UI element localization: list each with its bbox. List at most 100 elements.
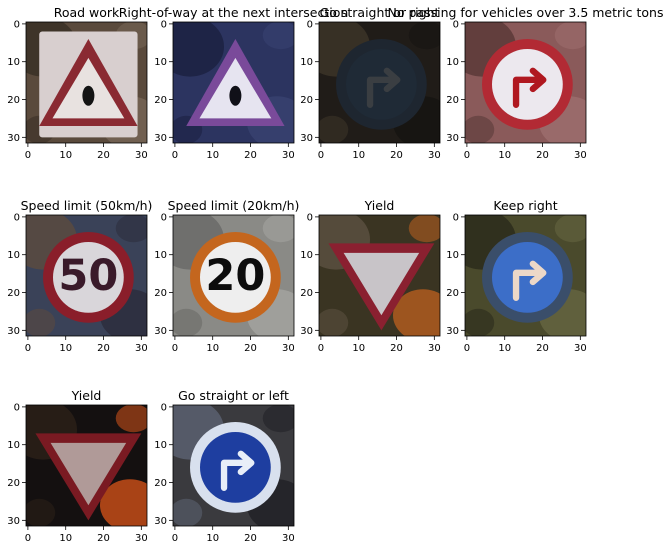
y-tick-label: 10 <box>446 250 459 261</box>
sign-face <box>343 252 420 316</box>
axes-frame <box>318 214 441 337</box>
sign-image <box>319 22 440 143</box>
panel-title: No passing for vehicles over 3.5 metric … <box>388 5 664 20</box>
y-tick-label: 0 <box>161 212 167 223</box>
x-tick-label: 20 <box>97 150 110 161</box>
y-tick-label: 0 <box>161 19 167 30</box>
panel-5: Speed limit (50km/h) 50 0 10 20 30 0 10 20 30 <box>7 198 153 354</box>
x-tick-label: 20 <box>390 343 403 354</box>
x-tick-label: 0 <box>318 150 324 161</box>
panel-title: Keep right <box>493 198 557 213</box>
axes-frame <box>25 21 148 144</box>
panel-3: Go straight or right 0 10 20 30 0 10 20 30 <box>300 5 441 161</box>
x-tick-label: 30 <box>428 150 441 161</box>
x-tick-label: 20 <box>244 533 257 544</box>
arrow-icon <box>220 450 255 491</box>
x-tick-label: 20 <box>536 150 549 161</box>
panel-title: Road work <box>54 5 120 20</box>
sign-symbol <box>229 85 242 106</box>
axes-frame <box>464 21 587 144</box>
sign-numeral: 50 <box>58 251 118 301</box>
panel-title: Speed limit (50km/h) <box>21 198 153 213</box>
x-tick-label: 10 <box>206 343 219 354</box>
x-tick-label: 10 <box>352 150 365 161</box>
y-tick-label: 20 <box>154 95 167 106</box>
y-tick-label: 0 <box>161 402 167 413</box>
panel-4: No passing for vehicles over 3.5 metric … <box>388 5 664 161</box>
arrow-icon <box>366 67 401 108</box>
x-tick-label: 30 <box>135 150 148 161</box>
y-tick-label: 10 <box>154 250 167 261</box>
sign-image: 50 <box>26 215 147 336</box>
panel-title: Speed limit (20km/h) <box>168 198 300 213</box>
x-tick-label: 30 <box>135 343 148 354</box>
y-tick-label: 0 <box>307 19 313 30</box>
sign-image <box>173 22 294 143</box>
sign-face <box>50 442 127 506</box>
x-tick-label: 20 <box>97 343 110 354</box>
x-tick-label: 30 <box>282 533 295 544</box>
x-tick-label: 0 <box>464 343 470 354</box>
sign-face <box>491 241 563 313</box>
x-tick-label: 30 <box>282 150 295 161</box>
y-tick-label: 30 <box>300 133 313 144</box>
panel-title: Yield <box>71 388 102 403</box>
y-tick-label: 10 <box>300 57 313 68</box>
panel-7: Yield 0 10 20 30 0 10 20 30 <box>300 198 441 354</box>
sign-image <box>173 405 294 526</box>
x-tick-label: 10 <box>59 533 72 544</box>
x-tick-label: 0 <box>25 150 31 161</box>
x-tick-label: 30 <box>135 533 148 544</box>
y-tick-label: 0 <box>453 212 459 223</box>
sign-face <box>199 241 271 313</box>
panel-title: Go straight or left <box>178 388 289 403</box>
y-tick-label: 20 <box>7 95 20 106</box>
x-tick-label: 20 <box>244 150 257 161</box>
y-tick-label: 30 <box>7 516 20 527</box>
y-tick-label: 10 <box>7 250 20 261</box>
y-tick-label: 0 <box>307 212 313 223</box>
y-tick-label: 10 <box>154 57 167 68</box>
y-tick-label: 10 <box>300 250 313 261</box>
axes-frame <box>172 21 295 144</box>
y-tick-label: 20 <box>7 478 20 489</box>
y-tick-label: 20 <box>446 288 459 299</box>
x-tick-label: 20 <box>536 343 549 354</box>
y-tick-label: 20 <box>300 95 313 106</box>
x-tick-label: 10 <box>59 150 72 161</box>
y-tick-label: 10 <box>7 440 20 451</box>
y-tick-label: 20 <box>7 288 20 299</box>
x-tick-label: 0 <box>464 150 470 161</box>
x-tick-label: 30 <box>428 343 441 354</box>
y-tick-label: 20 <box>446 95 459 106</box>
y-tick-label: 0 <box>14 402 20 413</box>
sign-image <box>465 215 586 336</box>
y-tick-label: 0 <box>14 212 20 223</box>
x-tick-label: 0 <box>318 343 324 354</box>
y-tick-label: 10 <box>446 57 459 68</box>
sign-symbol <box>82 85 95 106</box>
y-tick-label: 30 <box>446 326 459 337</box>
axes-frame <box>25 214 148 337</box>
x-tick-label: 20 <box>97 533 110 544</box>
y-tick-label: 0 <box>453 19 459 30</box>
x-tick-label: 30 <box>574 150 587 161</box>
y-tick-label: 30 <box>7 133 20 144</box>
x-tick-label: 10 <box>498 343 511 354</box>
y-tick-label: 20 <box>154 478 167 489</box>
arrow-icon <box>512 67 547 108</box>
x-tick-label: 10 <box>206 150 219 161</box>
panel-9: Yield 0 10 20 30 0 10 20 30 <box>7 388 148 544</box>
x-tick-label: 0 <box>172 533 178 544</box>
sign-numeral: 20 <box>205 251 265 301</box>
y-tick-label: 20 <box>154 288 167 299</box>
x-tick-label: 30 <box>574 343 587 354</box>
x-tick-label: 0 <box>172 150 178 161</box>
panel-title: Go straight or right <box>320 5 440 20</box>
sign-image <box>465 22 586 143</box>
axes-frame <box>464 214 587 337</box>
sign-face <box>52 241 124 313</box>
sign-face <box>491 48 563 120</box>
y-tick-label: 30 <box>446 133 459 144</box>
